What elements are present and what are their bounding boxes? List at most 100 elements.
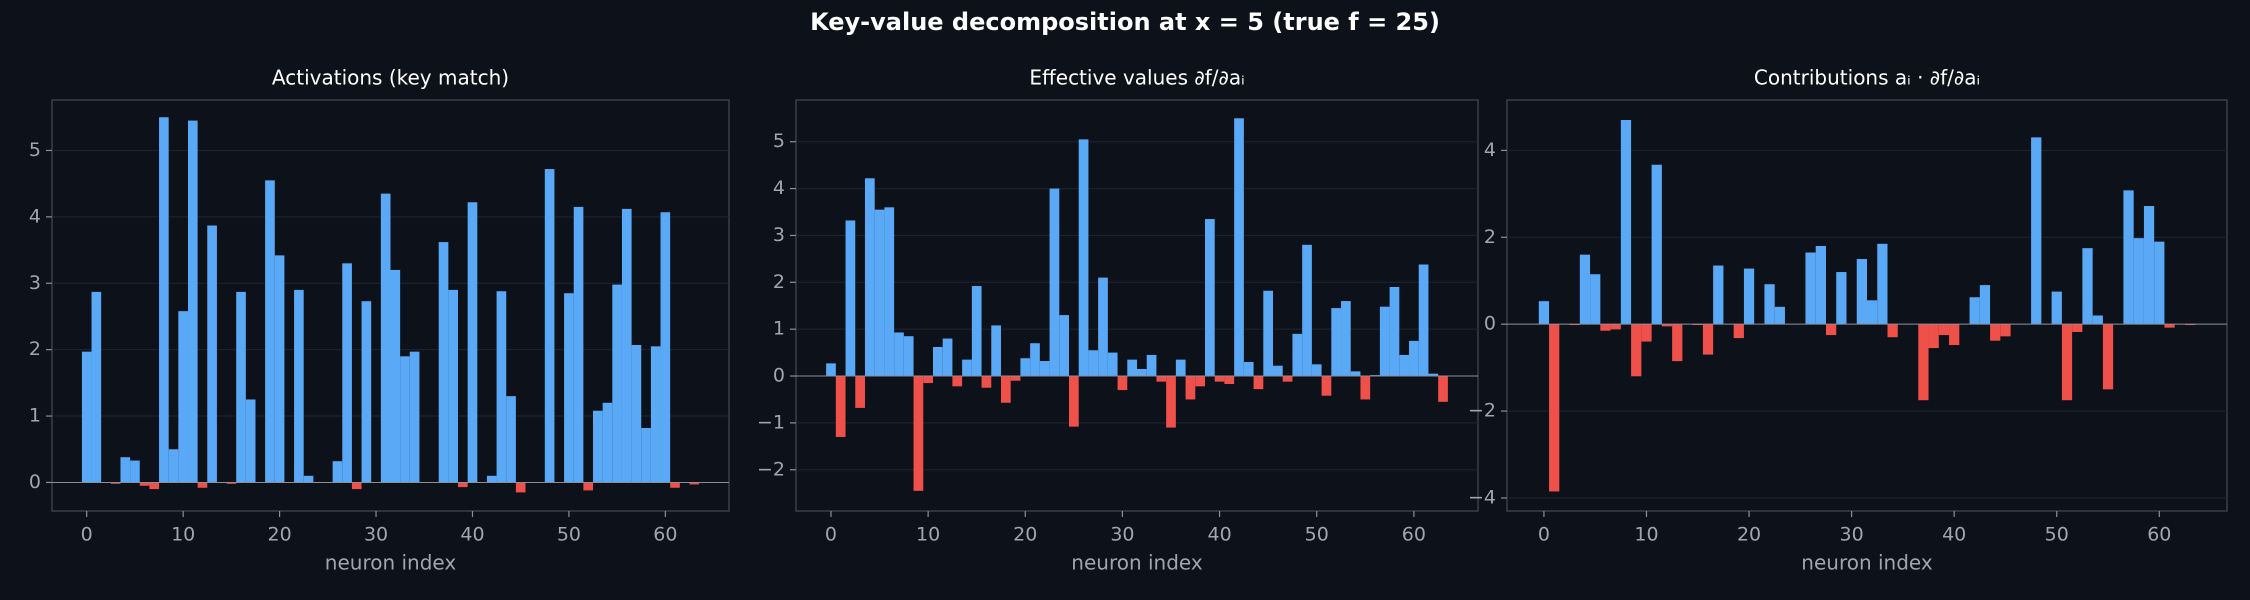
y-tick-label: 0 xyxy=(1484,313,1496,335)
bar xyxy=(1815,245,1826,325)
bar xyxy=(1098,277,1108,377)
bar xyxy=(1253,376,1264,390)
bar xyxy=(1341,301,1351,377)
bar xyxy=(390,269,401,483)
bar xyxy=(1205,219,1215,377)
bar xyxy=(1078,139,1089,377)
bar xyxy=(332,461,343,483)
bar xyxy=(602,402,613,483)
bar xyxy=(991,325,1001,377)
x-axis-label: neuron index xyxy=(325,551,457,575)
y-tick-label: 4 xyxy=(29,205,41,227)
bar xyxy=(1549,324,1560,492)
bar xyxy=(506,396,516,483)
x-tick-label: 30 xyxy=(1840,524,1864,546)
bar xyxy=(139,482,150,486)
bar xyxy=(120,457,131,483)
y-tick-label: 4 xyxy=(1484,139,1496,161)
bar xyxy=(835,376,846,437)
bar xyxy=(1263,290,1274,377)
bar xyxy=(923,376,933,384)
x-tick-label: 30 xyxy=(364,524,388,546)
bar xyxy=(274,255,285,483)
x-tick-label: 10 xyxy=(171,524,195,546)
bar xyxy=(1631,324,1642,377)
bar xyxy=(342,263,352,483)
bar xyxy=(1825,324,1837,336)
panel-title: Contributions aᵢ · ∂f/∂aᵢ xyxy=(1754,66,1980,90)
x-tick-label: 60 xyxy=(653,524,677,546)
bar xyxy=(932,346,943,377)
bar xyxy=(1321,376,1332,396)
bar xyxy=(2051,291,2062,325)
bar xyxy=(1949,324,1960,346)
bar xyxy=(660,212,671,483)
y-tick-label: 3 xyxy=(29,272,41,294)
bar xyxy=(448,289,459,483)
bar xyxy=(1409,340,1419,377)
bar xyxy=(245,399,256,483)
bar xyxy=(1049,188,1060,377)
bar xyxy=(1030,343,1040,377)
x-tick-label: 0 xyxy=(1538,524,1550,546)
bar xyxy=(855,376,865,408)
bar xyxy=(1836,272,1847,325)
bar xyxy=(1856,259,1867,325)
bar xyxy=(1641,324,1652,342)
bar xyxy=(1068,376,1079,427)
bar xyxy=(1867,300,1878,325)
bar xyxy=(1156,376,1167,382)
bar xyxy=(2082,248,2093,325)
bar xyxy=(1600,324,1611,331)
bar xyxy=(81,351,92,483)
bar xyxy=(864,178,875,377)
bar xyxy=(2072,324,2083,333)
bar xyxy=(1969,297,1980,325)
bar xyxy=(981,376,992,388)
bar xyxy=(650,346,661,483)
bar xyxy=(1990,324,2001,341)
bar xyxy=(544,169,555,483)
bar xyxy=(1764,284,1775,325)
x-tick-label: 0 xyxy=(81,524,93,546)
bar xyxy=(826,363,836,377)
bar xyxy=(1805,252,1816,325)
bar xyxy=(400,356,410,483)
bar xyxy=(1672,324,1683,362)
x-tick-label: 20 xyxy=(1013,524,1037,546)
x-tick-label: 60 xyxy=(2147,524,2171,546)
x-tick-label: 40 xyxy=(1942,524,1966,546)
y-tick-label: 2 xyxy=(773,271,785,293)
bar xyxy=(689,482,700,485)
bar xyxy=(1224,376,1235,384)
bar xyxy=(361,301,372,483)
bar xyxy=(1579,254,1591,325)
y-tick-label: 2 xyxy=(1484,226,1496,248)
bar xyxy=(1428,373,1439,377)
plot-area xyxy=(795,99,1479,512)
bar xyxy=(2143,206,2155,325)
bar xyxy=(942,338,953,377)
bar xyxy=(1214,376,1225,382)
x-tick-label: 0 xyxy=(825,524,837,546)
bar xyxy=(1399,354,1410,377)
bar xyxy=(2061,324,2073,401)
bar xyxy=(168,449,179,483)
bar xyxy=(1302,244,1312,377)
bar xyxy=(1107,352,1118,377)
bar xyxy=(1877,243,1888,325)
bar xyxy=(409,351,420,483)
bar xyxy=(1311,364,1322,377)
y-tick-label: 0 xyxy=(773,365,785,387)
bar xyxy=(1127,359,1137,377)
bar xyxy=(1175,359,1186,377)
bar xyxy=(1389,286,1400,377)
bar xyxy=(380,193,391,483)
x-tick-label: 30 xyxy=(1110,524,1134,546)
bar xyxy=(2102,324,2114,390)
bar xyxy=(1020,358,1031,377)
bar xyxy=(1137,369,1147,377)
bar xyxy=(1195,376,1206,387)
y-tick-label: 1 xyxy=(29,405,41,427)
bar xyxy=(1918,324,1929,401)
